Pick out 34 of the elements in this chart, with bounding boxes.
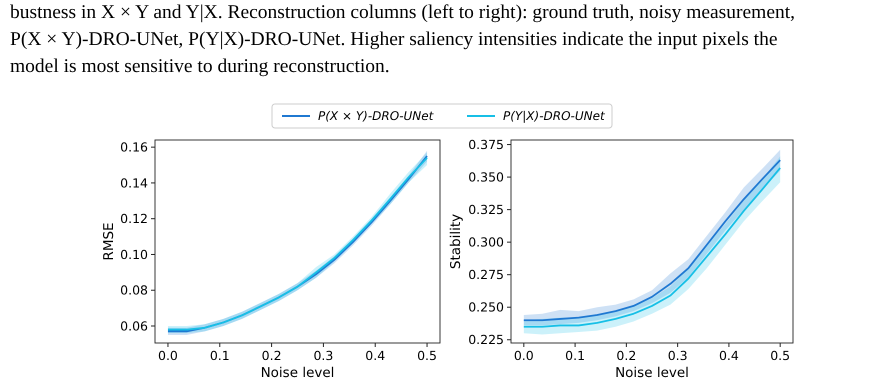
- y-tick-label: 0.06: [120, 318, 148, 334]
- y-tick-label: 0.350: [468, 169, 504, 184]
- y-tick-label: 0.16: [120, 140, 148, 155]
- y-tick-label: 0.275: [468, 267, 504, 282]
- y-tick-label: 0.14: [120, 175, 148, 190]
- text: bustness in X × Y and Y|X. Reconstruction columns (left to right): ground truth, noisy measurement,: [10, 2, 796, 23]
- y-tick-label: 0.10: [120, 246, 148, 262]
- y-tick-label: 0.12: [120, 211, 148, 226]
- x-axis-title: Noise level: [615, 365, 689, 381]
- x-tick-label: 0.3: [313, 348, 334, 363]
- y-tick-label: 0.08: [120, 282, 148, 298]
- x-tick-label: 0.4: [365, 348, 386, 363]
- x-axis-title: Noise level: [260, 365, 334, 381]
- x-tick-label: 0.0: [158, 348, 178, 363]
- y-tick-label: 0.375: [468, 136, 504, 152]
- y-tick-label: 0.300: [468, 234, 504, 250]
- legend-label: P(Y|X)-DRO-UNet: [503, 109, 606, 124]
- x-tick-label: 0.1: [565, 348, 586, 363]
- x-tick-label: 0.3: [668, 348, 688, 363]
- x-tick-label: 0.4: [718, 348, 739, 363]
- x-tick-label: 0.1: [210, 348, 230, 363]
- x-tick-label: 0.2: [616, 348, 636, 363]
- y-axis-title: Stability: [448, 214, 464, 270]
- legend-label: P(X × Y)-DRO-UNet: [318, 109, 435, 124]
- x-tick-label: 0.2: [262, 348, 282, 363]
- y-tick-label: 0.325: [468, 202, 504, 217]
- y-tick-label: 0.250: [468, 300, 504, 315]
- x-tick-label: 0.5: [417, 348, 437, 363]
- text: P(X × Y)-DRO-UNet, P(Y|X)-DRO-UNet. Higher saliency intensities indicate the input pixels the: [10, 29, 778, 50]
- x-tick-label: 0.0: [514, 348, 534, 363]
- x-tick-label: 0.5: [770, 348, 790, 363]
- y-tick-label: 0.225: [468, 332, 504, 348]
- text: model is most sensitive to during reconstruction.: [10, 56, 390, 77]
- y-axis-title: RMSE: [101, 222, 117, 261]
